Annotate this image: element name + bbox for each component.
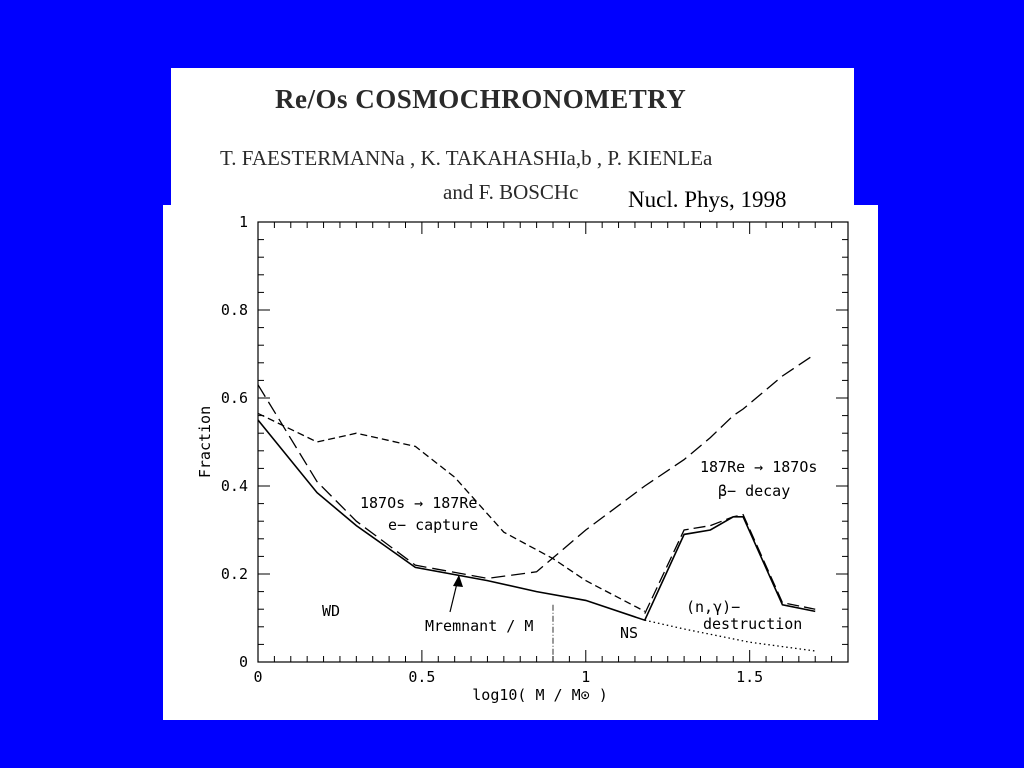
plot-panel xyxy=(163,205,878,720)
y-tick-label: 0.4 xyxy=(221,477,248,495)
y-axis-label: Fraction xyxy=(196,406,214,478)
annotation-re-to-os: 187Re → 187Os xyxy=(700,458,817,476)
annotation-m-remnant: Mremnant / M xyxy=(425,617,533,635)
annotation-destruction: destruction xyxy=(703,615,802,633)
tick-labels: 0 0.5 1 1.5 0 0.2 0.4 0.6 0.8 1 xyxy=(221,213,763,686)
annotation-e-capture: e− capture xyxy=(388,516,478,534)
remnant-arrow xyxy=(449,574,463,613)
x-tick-label: 0 xyxy=(253,668,262,686)
y-tick-label: 1 xyxy=(239,213,248,231)
series-layer xyxy=(257,353,816,652)
plot-frame xyxy=(257,221,849,663)
y-tick-label: 0.6 xyxy=(221,389,248,407)
series-line-solid xyxy=(257,419,816,622)
series-line-long-dash xyxy=(257,353,816,580)
series-line-short-dash xyxy=(257,412,646,612)
y-tick-label: 0 xyxy=(239,653,248,671)
citation: Nucl. Phys, 1998 xyxy=(628,187,787,212)
annotation-wd: WD xyxy=(322,602,340,620)
authors-line-2: and F. BOSCHc xyxy=(443,180,579,204)
x-tick-label: 0.5 xyxy=(408,668,435,686)
ticks xyxy=(257,221,849,663)
annotation-ns: NS xyxy=(620,624,638,642)
annotation-os-to-re: 187Os → 187Re xyxy=(360,494,477,512)
header-panel xyxy=(171,68,854,218)
paper-title: Re/Os COSMOCHRONOMETRY xyxy=(275,84,687,114)
x-tick-label: 1.5 xyxy=(736,668,763,686)
x-tick-label: 1 xyxy=(581,668,590,686)
y-tick-label: 0.8 xyxy=(221,301,248,319)
annotation-n-gamma: (n,γ)− xyxy=(686,598,740,616)
y-tick-label: 0.2 xyxy=(221,565,248,583)
x-axis-label: log10( M / M⊙ ) xyxy=(472,686,607,704)
authors-line-1: T. FAESTERMANNa , K. TAKAHASHIa,b , P. K… xyxy=(220,146,713,170)
series-line-dotted xyxy=(644,619,816,652)
annotation-beta-decay: β− decay xyxy=(718,482,790,500)
series-line-long-dash-high xyxy=(644,513,816,614)
